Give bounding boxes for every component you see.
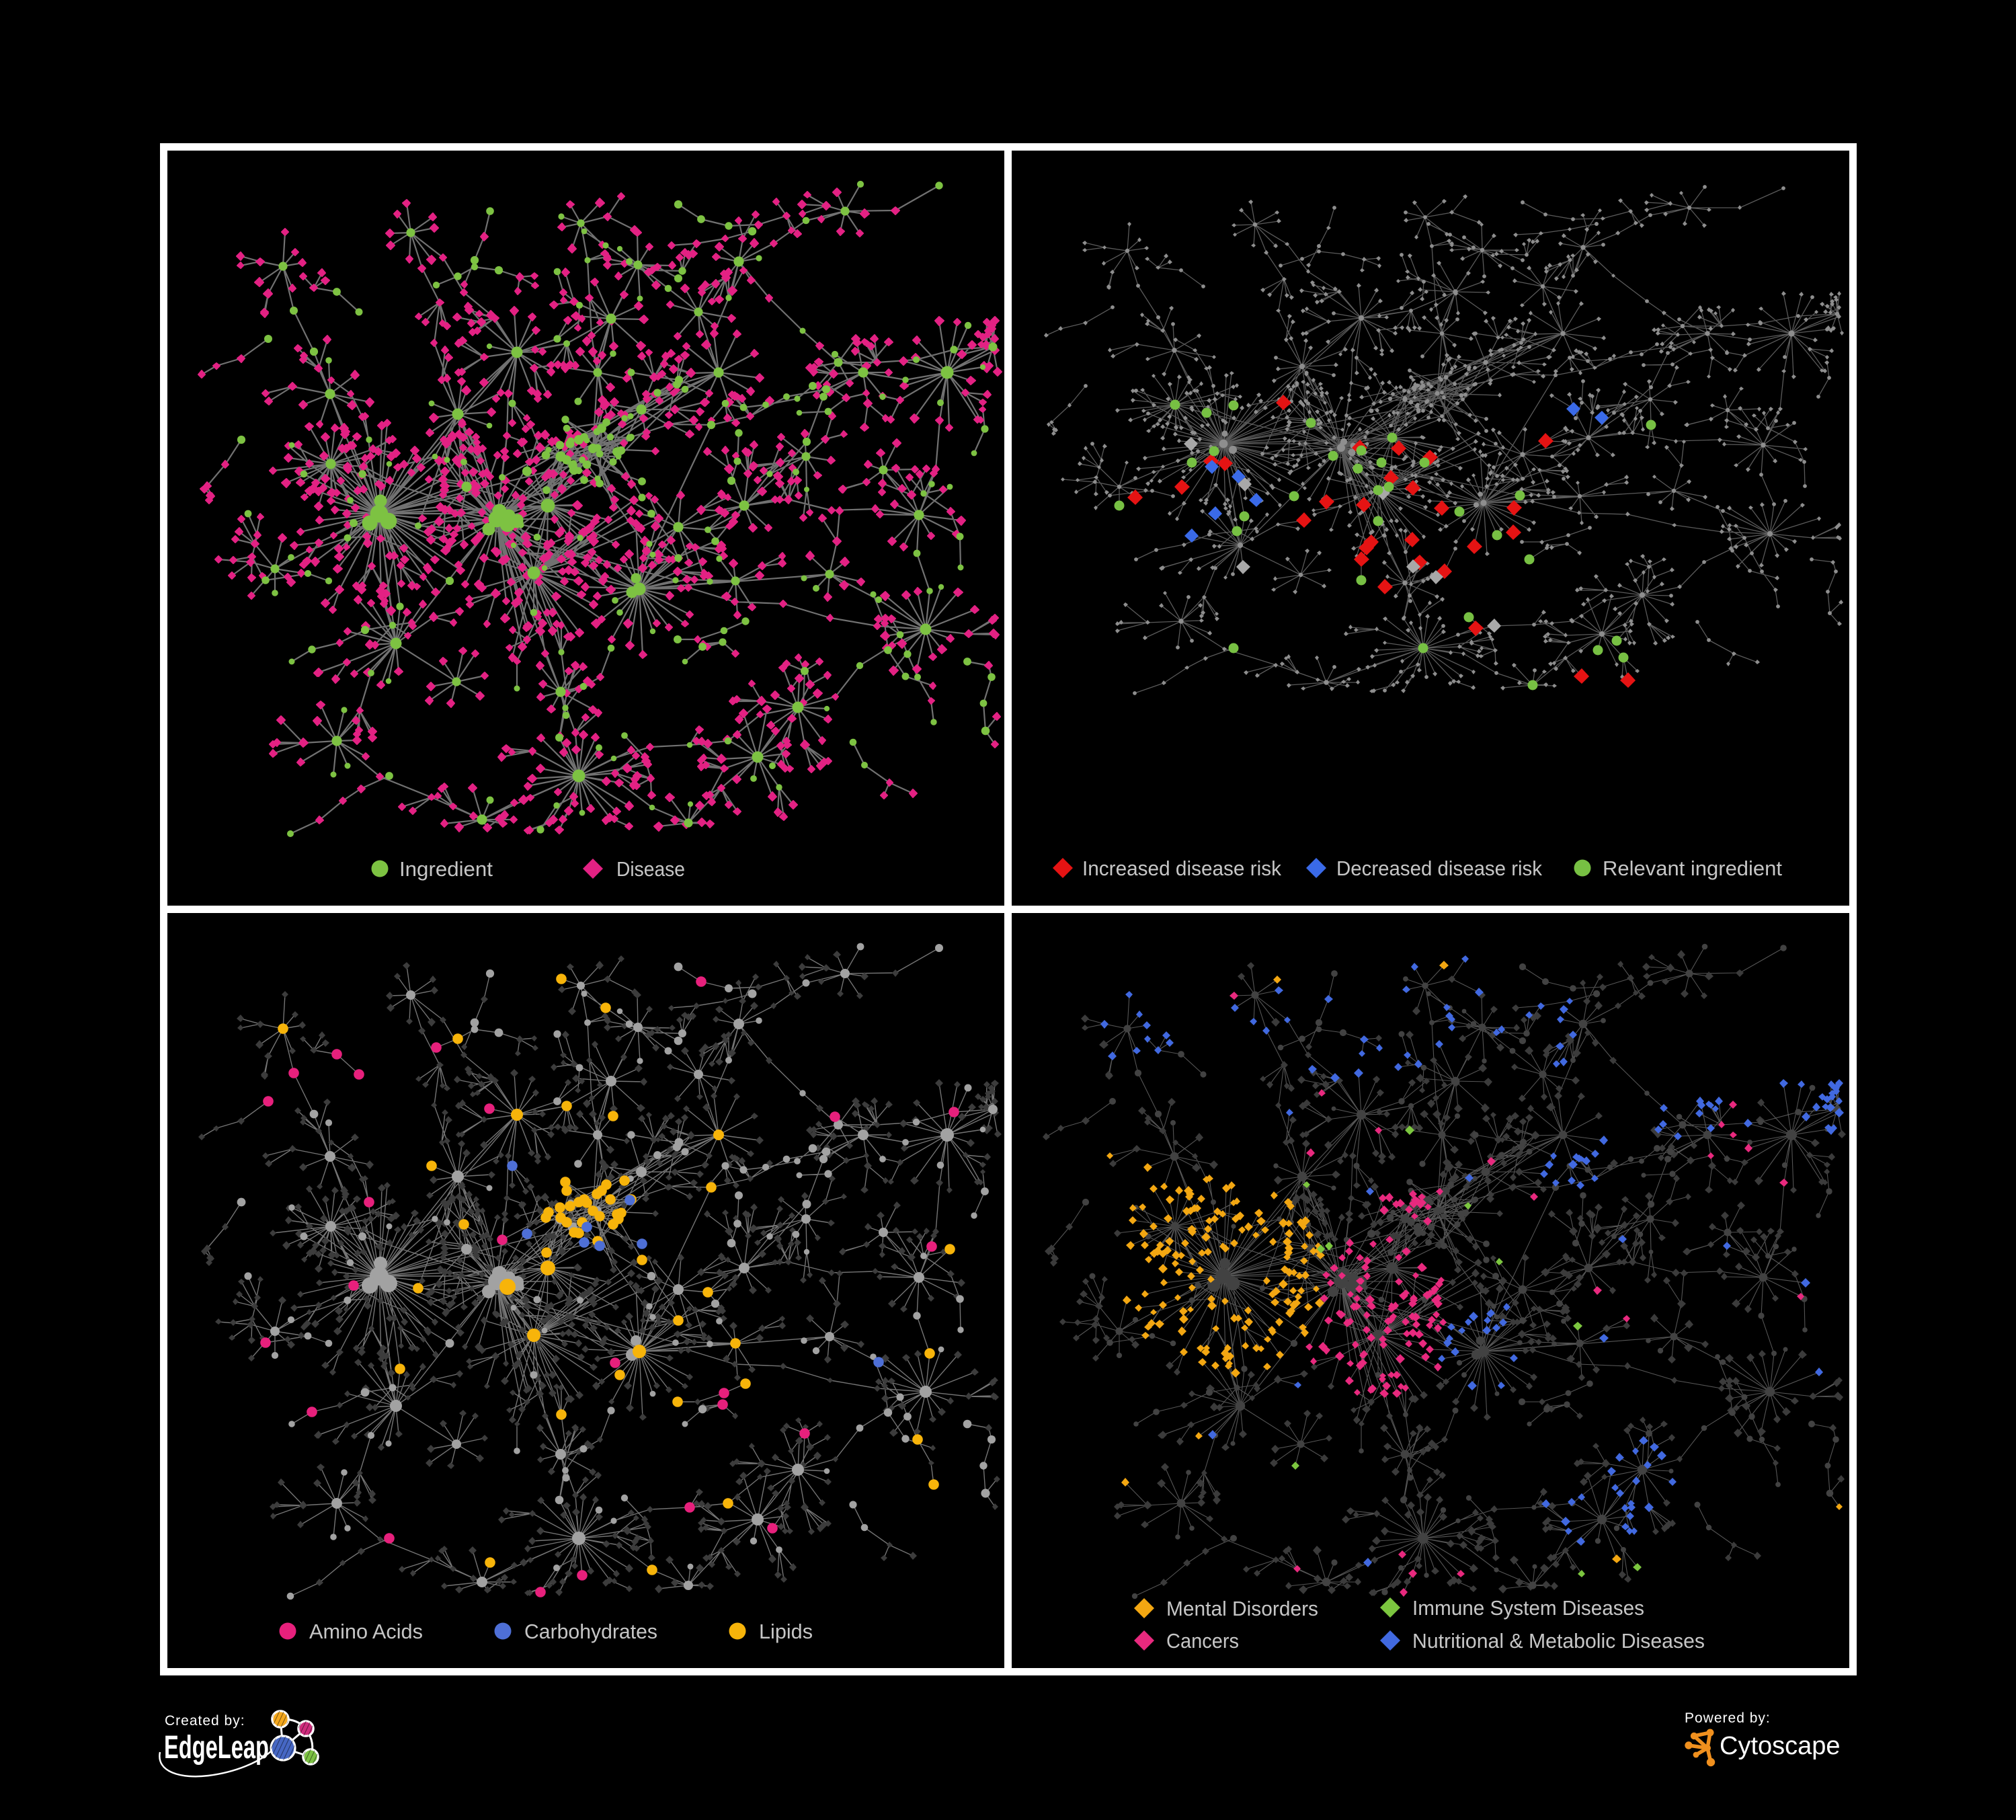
svg-text:Increased disease risk: Increased disease risk: [1082, 857, 1281, 880]
svg-text:Cytoscape: Cytoscape: [1720, 1732, 1841, 1760]
svg-text:Cancers: Cancers: [1166, 1629, 1239, 1653]
svg-text:Ingredient: Ingredient: [399, 857, 493, 881]
svg-text:Relevant ingredient: Relevant ingredient: [1603, 857, 1782, 880]
svg-text:Mental Disorders: Mental Disorders: [1166, 1597, 1318, 1620]
svg-text:Lipids: Lipids: [759, 1620, 813, 1643]
svg-text:Immune System Diseases: Immune System Diseases: [1412, 1596, 1644, 1620]
svg-text:Nutritional & Metabolic Diseas: Nutritional & Metabolic Diseases: [1412, 1629, 1705, 1653]
svg-text:Decreased disease risk: Decreased disease risk: [1336, 857, 1542, 880]
svg-text:Created by:: Created by:: [165, 1713, 245, 1729]
svg-text:EdgeLeap: EdgeLeap: [164, 1729, 269, 1766]
svg-text:Carbohydrates: Carbohydrates: [524, 1620, 657, 1643]
svg-text:Powered by:: Powered by:: [1685, 1710, 1771, 1726]
svg-text:Disease: Disease: [616, 857, 685, 881]
svg-text:Amino Acids: Amino Acids: [309, 1620, 423, 1643]
